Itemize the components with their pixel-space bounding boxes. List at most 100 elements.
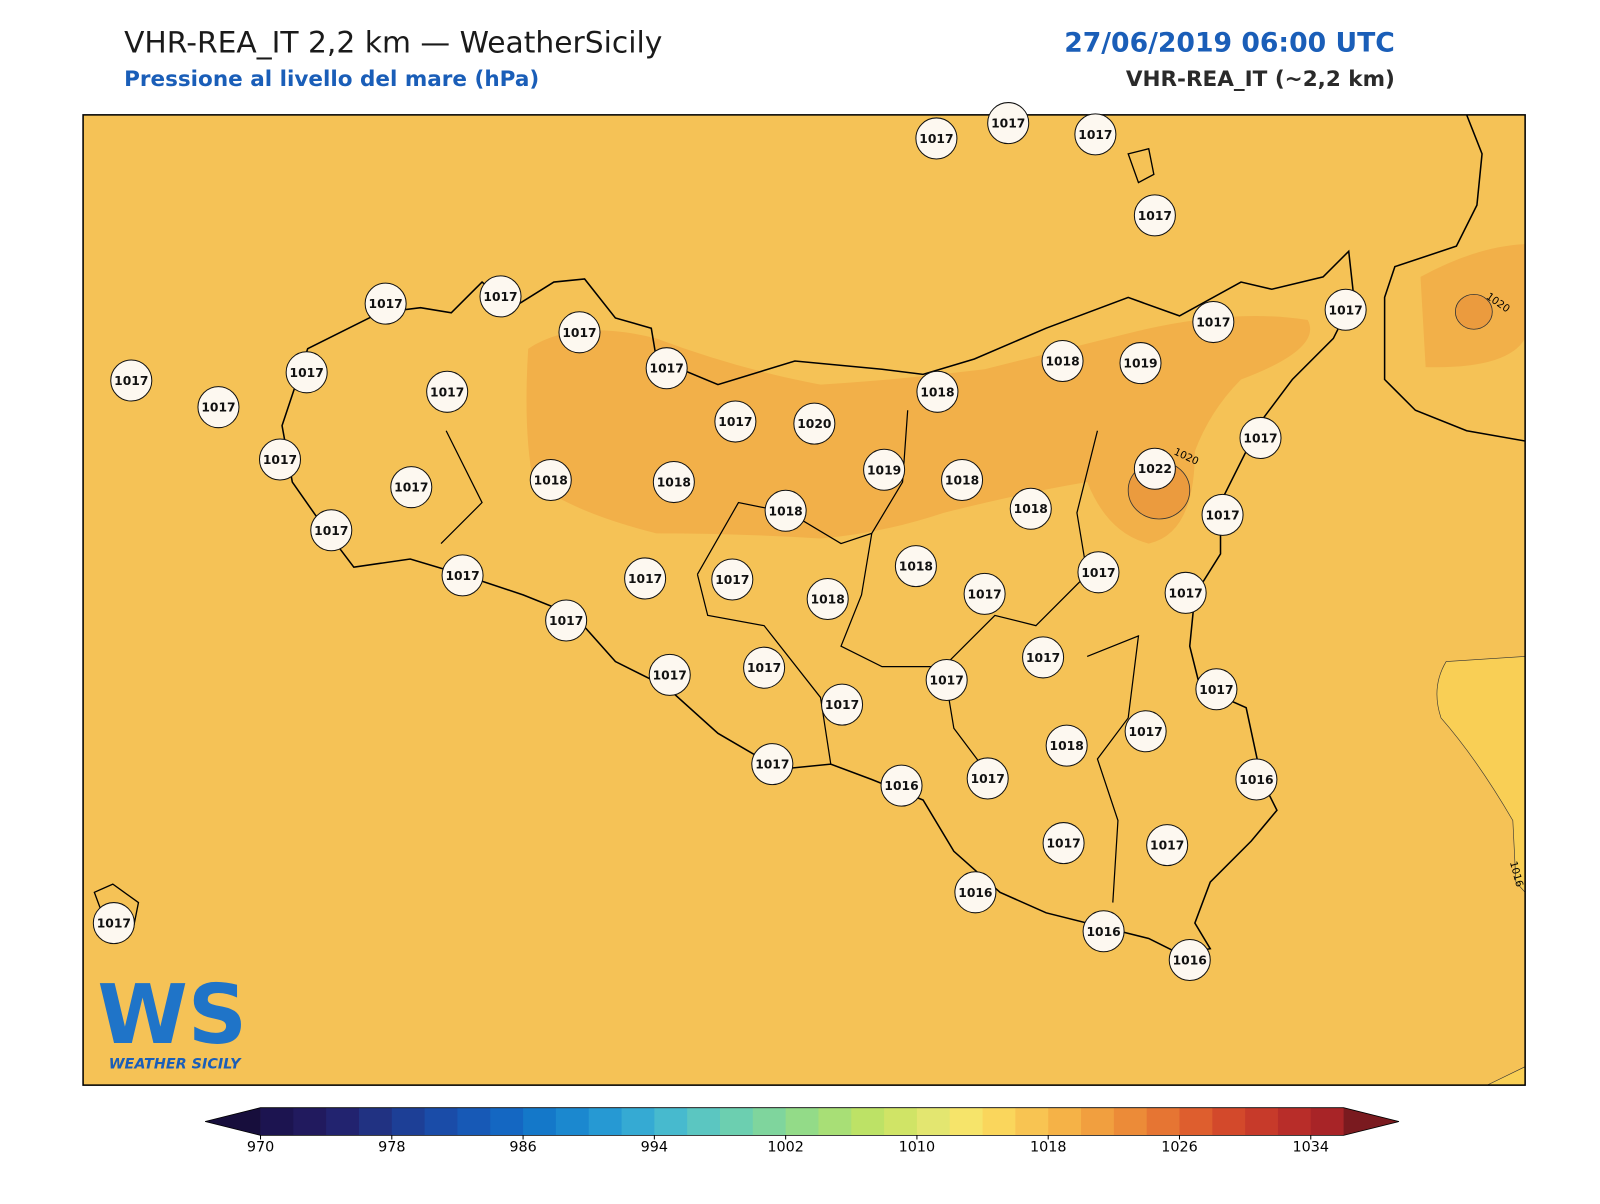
colorbar-swatch	[785, 1107, 819, 1136]
station-marker	[1082, 910, 1125, 953]
station-marker	[1201, 493, 1244, 536]
station-marker	[624, 557, 667, 600]
station-label: 1017	[755, 758, 789, 772]
station-label: 1019	[1123, 357, 1157, 371]
station-label: 1017	[1329, 303, 1363, 317]
station-label: 1018	[811, 593, 845, 607]
station-marker	[258, 438, 302, 481]
station-marker	[1042, 822, 1085, 865]
station-marker	[880, 764, 923, 807]
station-marker	[110, 359, 153, 402]
station-marker	[1235, 758, 1278, 801]
station-label: 1022	[1138, 462, 1172, 476]
station-label: 1017	[1205, 508, 1239, 522]
station-marker	[529, 458, 572, 502]
station-marker	[1133, 447, 1176, 490]
station-label: 1018	[534, 474, 568, 488]
colorbar-swatch	[949, 1107, 984, 1136]
station-label: 1017	[97, 917, 131, 931]
logo-mark: WS	[97, 968, 247, 1063]
station-marker	[711, 558, 754, 601]
colorbar-swatch	[588, 1107, 623, 1136]
station-marker	[915, 117, 958, 160]
station-marker	[743, 646, 786, 689]
station-marker	[987, 102, 1030, 145]
station-marker	[285, 351, 328, 394]
colorbar-swatch	[523, 1107, 557, 1136]
station-marker	[966, 757, 1009, 800]
colorbar-swatch	[851, 1107, 885, 1136]
station-marker	[1022, 636, 1065, 679]
station-marker	[479, 275, 522, 318]
station-label: 1017	[369, 297, 403, 311]
station-label: 1017	[653, 668, 687, 682]
station-marker	[1124, 710, 1167, 753]
station-marker	[1146, 824, 1189, 867]
calabria-coastline	[1383, 114, 1526, 442]
colorbar-swatch	[1179, 1107, 1213, 1136]
colorbar-extend-low	[205, 1107, 261, 1136]
station-label: 1018	[1050, 739, 1084, 753]
station-label: 1016	[1086, 925, 1120, 939]
station-label: 1017	[1169, 586, 1203, 600]
station-marker	[310, 509, 353, 552]
logo-text: WEATHER SICILY	[109, 1057, 242, 1073]
station-label: 1018	[945, 474, 979, 488]
colorbar-extend-high	[1343, 1107, 1399, 1136]
colorbar-swatch	[457, 1107, 491, 1136]
station-marker	[1168, 938, 1211, 982]
station-marker	[1192, 301, 1235, 344]
contour-1016	[1436, 656, 1526, 1086]
date: 27/06/2019 06:00 UTC	[1064, 28, 1395, 59]
colorbar-swatch	[1277, 1107, 1312, 1136]
station-marker	[863, 448, 906, 491]
station-marker	[1164, 571, 1207, 614]
station-label: 1017	[971, 772, 1005, 786]
station-label: 1017	[562, 326, 596, 340]
station-label: 1017	[201, 401, 235, 415]
stations: 1017 1017 1017 1017 1017 1017 1017 1017 1017 1017…	[92, 102, 1367, 982]
title: VHR-REA_IT 2,2 km — WeatherSicily	[124, 26, 662, 61]
colorbar-swatch	[654, 1107, 688, 1136]
station-label: 1017	[394, 481, 428, 495]
station-label: 1016	[1239, 773, 1273, 787]
colorbar-swatch	[1113, 1107, 1148, 1136]
sicily-coastline	[281, 249, 1355, 955]
colorbar-swatch	[720, 1107, 754, 1136]
station-label: 1017	[290, 366, 324, 380]
province-borders	[440, 410, 1140, 903]
colorbar-outline	[205, 1107, 1400, 1136]
station-marker	[963, 572, 1006, 615]
station-marker	[645, 347, 688, 390]
subtitle: Pressione al livello del mare (hPa)	[124, 67, 539, 92]
colorbar-tick-label: 1002	[767, 1140, 804, 1156]
contour-1020-east	[1454, 293, 1493, 330]
station-label: 1017	[1150, 839, 1184, 853]
colorbar-swatch	[621, 1107, 655, 1136]
station-marker	[1009, 487, 1052, 530]
contour-1018	[526, 316, 1311, 544]
station-marker	[390, 466, 433, 509]
station-marker	[916, 370, 959, 413]
station-marker	[364, 282, 407, 325]
station-label: 1017	[919, 132, 953, 146]
station-marker	[954, 871, 997, 914]
colorbar-swatch	[982, 1107, 1016, 1136]
station-label: 1017	[1078, 128, 1112, 142]
colorbar-tick-label: 978	[378, 1140, 405, 1156]
colorbar-tick-label: 970	[247, 1140, 274, 1156]
station-label: 1017	[650, 362, 684, 376]
colorbar-swatch	[1081, 1107, 1115, 1136]
station-label: 1017	[549, 614, 583, 628]
colorbar-swatch	[391, 1107, 426, 1136]
station-label: 1017	[967, 587, 1001, 601]
station-marker	[648, 653, 691, 696]
station-label: 1018	[769, 504, 803, 518]
map-layers	[93, 114, 1526, 1086]
colorbar-swatch	[326, 1107, 360, 1136]
station-marker	[821, 683, 864, 726]
station-label: 1017	[1081, 566, 1115, 580]
colorbar-swatch	[358, 1107, 393, 1136]
station-label: 1017	[314, 524, 348, 538]
